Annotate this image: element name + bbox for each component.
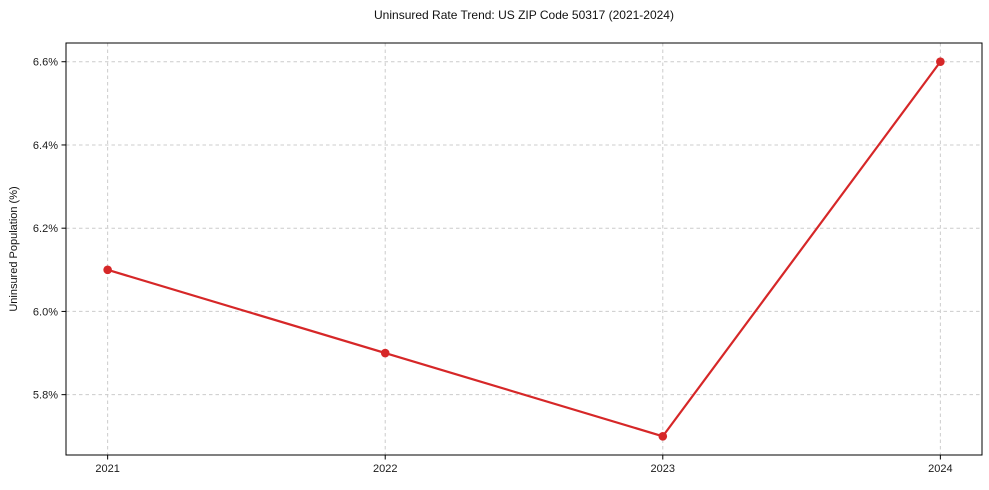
- data-point-2021: [103, 265, 112, 275]
- data-point-2022: [380, 348, 390, 358]
- y-tick-label: 6.0%: [33, 306, 58, 318]
- y-tick-label: 6.6%: [33, 57, 58, 69]
- plot-border: [65, 42, 983, 456]
- x-tick-label: 2022: [373, 463, 397, 475]
- x-tick-label: 2023: [651, 463, 675, 475]
- x-tick-label: 2021: [95, 463, 119, 475]
- y-tick-label: 6.4%: [33, 140, 58, 152]
- y-tick-label: 5.8%: [33, 390, 58, 402]
- data-point-2024: [936, 57, 945, 67]
- chart-title: Uninsured Rate Trend: US ZIP Code 50317 …: [374, 8, 674, 22]
- x-tick-label: 2024: [928, 463, 952, 475]
- data-point-2023: [658, 431, 668, 441]
- trend-line: [106, 60, 942, 438]
- y-tick-label: 6.2%: [33, 223, 58, 235]
